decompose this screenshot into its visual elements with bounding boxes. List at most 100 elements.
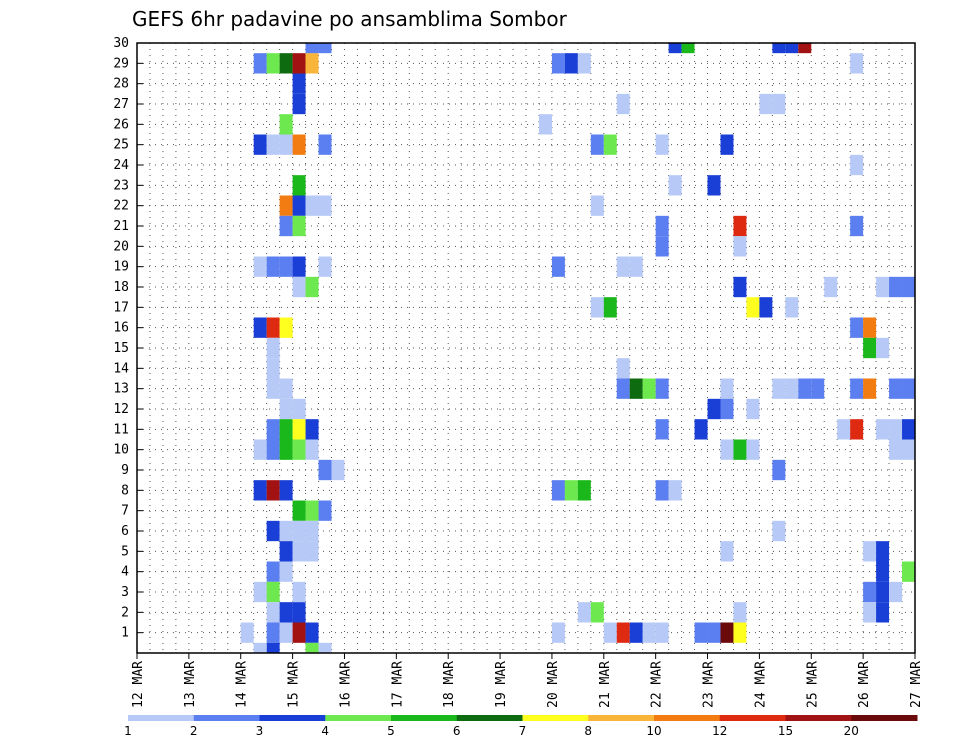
colorbar-swatch — [851, 715, 918, 721]
heatmap-cell — [876, 419, 890, 440]
heatmap-cell — [603, 134, 617, 155]
data-cells — [240, 43, 915, 653]
heatmap-cell — [863, 581, 877, 603]
heatmap-cell — [876, 541, 890, 562]
heatmap-cell — [253, 134, 267, 155]
x-tick-label: 12 MAR — [131, 661, 146, 708]
heatmap-cell — [902, 276, 915, 298]
heatmap-cell — [850, 53, 864, 74]
y-tick-label: 22 — [113, 199, 129, 214]
heatmap-cell — [746, 439, 760, 460]
x-tick-label: 24 MAR — [753, 661, 768, 708]
heatmap-cell — [305, 43, 319, 54]
heatmap-cell — [772, 378, 786, 399]
heatmap-cell — [603, 622, 617, 643]
x-tick-label: 18 MAR — [442, 661, 457, 708]
y-tick-label: 27 — [113, 97, 129, 112]
heatmap-cell — [279, 480, 293, 501]
y-tick-label: 23 — [113, 178, 129, 193]
heatmap-cell — [733, 602, 747, 623]
heatmap-cell — [772, 459, 786, 481]
heatmap-cell — [785, 297, 799, 318]
colorbar-swatch — [193, 715, 260, 721]
heatmap-cell — [655, 215, 669, 237]
heatmap-cell — [292, 53, 306, 74]
colorbar-label: 10 — [646, 724, 661, 738]
heatmap-cell — [318, 134, 332, 155]
heatmap-cell — [292, 215, 306, 237]
heatmap-cell — [305, 520, 319, 542]
heatmap-cell — [551, 480, 565, 501]
heatmap-cell — [668, 175, 682, 196]
x-axis: 12 MAR 13 MAR 14 MAR 15 MAR 16 MAR 17 MAR 18 M… — [131, 653, 924, 708]
heatmap-cell — [720, 398, 734, 420]
x-tick-label: 13 MAR — [183, 661, 198, 708]
heatmap-cell — [850, 154, 864, 176]
heatmap-cell — [279, 53, 293, 74]
y-tick-label: 7 — [121, 504, 129, 519]
y-tick-label: 30 — [113, 36, 129, 51]
heatmap-cell — [889, 581, 903, 603]
heatmap-cell — [253, 581, 267, 603]
heatmap-cell — [629, 622, 643, 643]
heatmap-cell — [292, 500, 306, 521]
heatmap-cell — [590, 134, 604, 155]
heatmap-cell — [305, 622, 319, 643]
heatmap-cell — [318, 43, 332, 54]
heatmap-cell — [785, 378, 799, 399]
heatmap-cell — [305, 419, 319, 440]
y-tick-label: 15 — [113, 341, 129, 356]
heatmap-cell — [668, 480, 682, 501]
colorbar-label: 15 — [778, 724, 793, 738]
heatmap-cell — [305, 439, 319, 460]
y-tick-label: 8 — [121, 483, 129, 498]
heatmap-cell — [564, 53, 578, 74]
heatmap-cell — [551, 256, 565, 277]
heatmap-cell — [616, 93, 630, 115]
heatmap-cell — [850, 215, 864, 237]
heatmap-cell — [266, 439, 280, 460]
heatmap-cell — [629, 378, 643, 399]
y-tick-label: 10 — [113, 443, 129, 458]
heatmap-cell — [616, 622, 630, 643]
heatmap-cell — [279, 317, 293, 338]
heatmap-cell — [876, 276, 890, 298]
heatmap-cell — [720, 622, 734, 643]
heatmap-cell — [733, 622, 747, 643]
heatmap-cell — [889, 439, 903, 460]
heatmap-cell — [253, 317, 267, 338]
heatmap-cell — [785, 43, 799, 54]
colorbar-label: 3 — [256, 724, 264, 738]
heatmap-cell — [305, 276, 319, 298]
y-tick-label: 9 — [121, 463, 129, 478]
heatmap-cell — [902, 378, 915, 399]
heatmap-cell — [266, 581, 280, 603]
heatmap-cell — [655, 419, 669, 440]
y-tick-label: 1 — [121, 626, 129, 641]
heatmap-cell — [305, 500, 319, 521]
heatmap-cell — [318, 642, 332, 653]
x-tick-label: 21 MAR — [598, 661, 613, 708]
heatmap-cell — [902, 561, 915, 582]
y-tick-label: 6 — [121, 524, 129, 539]
heatmap-cell — [292, 175, 306, 196]
x-tick-label: 19 MAR — [494, 661, 509, 708]
heatmap-cell — [577, 602, 591, 623]
heatmap-cell — [292, 195, 306, 216]
heatmap-cell — [850, 419, 864, 440]
heatmap-cell — [863, 337, 877, 359]
y-tick-label: 12 — [113, 402, 129, 417]
heatmap-cell — [772, 520, 786, 542]
y-axis: 1234567891011121314151617181920212223242… — [113, 36, 143, 641]
heatmap-cell — [279, 114, 293, 135]
y-tick-label: 2 — [121, 605, 129, 620]
heatmap-cell — [720, 439, 734, 460]
y-tick-label: 21 — [113, 219, 129, 234]
heatmap-cell — [902, 439, 915, 460]
heatmap-cell — [733, 439, 747, 460]
heatmap-cell — [590, 602, 604, 623]
colorbar-swatch — [456, 715, 523, 721]
x-tick-label: 17 MAR — [390, 661, 405, 708]
heatmap-cell — [668, 43, 682, 54]
x-tick-label: 22 MAR — [650, 661, 665, 708]
